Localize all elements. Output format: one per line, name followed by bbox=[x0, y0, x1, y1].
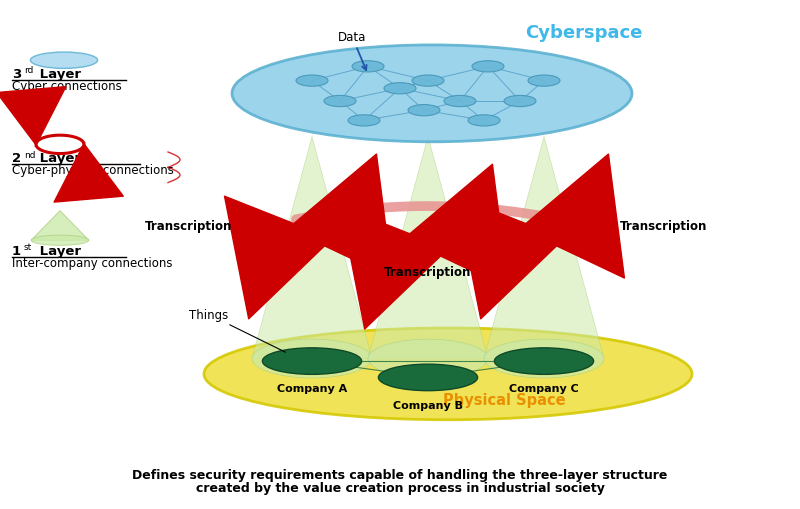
Text: Cyberspace: Cyberspace bbox=[526, 24, 642, 42]
Text: Inter-company connections: Inter-company connections bbox=[12, 257, 173, 270]
Text: created by the value creation process in industrial society: created by the value creation process in… bbox=[195, 481, 605, 494]
Text: Layer: Layer bbox=[35, 244, 82, 258]
Polygon shape bbox=[252, 137, 372, 359]
Text: Transcription: Transcription bbox=[145, 220, 232, 233]
Text: 1: 1 bbox=[12, 244, 21, 258]
Text: Data: Data bbox=[338, 31, 366, 71]
Ellipse shape bbox=[468, 116, 500, 127]
Ellipse shape bbox=[30, 53, 98, 69]
Polygon shape bbox=[484, 137, 604, 359]
Text: Physical Space: Physical Space bbox=[442, 392, 566, 407]
Ellipse shape bbox=[384, 83, 416, 95]
Ellipse shape bbox=[31, 236, 89, 246]
Ellipse shape bbox=[378, 364, 478, 391]
Text: Company B: Company B bbox=[393, 401, 463, 411]
Text: Layer: Layer bbox=[35, 152, 82, 165]
Ellipse shape bbox=[262, 348, 362, 375]
Text: Cyber connections: Cyber connections bbox=[12, 79, 122, 93]
Polygon shape bbox=[368, 137, 488, 359]
Ellipse shape bbox=[444, 96, 476, 107]
Text: Transcription: Transcription bbox=[620, 220, 707, 233]
Text: Defines security requirements capable of handling the three-layer structure: Defines security requirements capable of… bbox=[132, 468, 668, 481]
Ellipse shape bbox=[252, 340, 372, 378]
Ellipse shape bbox=[324, 96, 356, 107]
Ellipse shape bbox=[494, 348, 594, 375]
Ellipse shape bbox=[484, 340, 604, 378]
Ellipse shape bbox=[204, 328, 692, 420]
Text: 2: 2 bbox=[12, 152, 21, 165]
Ellipse shape bbox=[408, 105, 440, 117]
Text: Company C: Company C bbox=[509, 383, 579, 393]
Ellipse shape bbox=[528, 76, 560, 87]
Ellipse shape bbox=[368, 340, 488, 378]
Ellipse shape bbox=[412, 76, 444, 87]
Ellipse shape bbox=[352, 62, 384, 73]
Text: Cyber-physical connections: Cyber-physical connections bbox=[12, 164, 174, 177]
Ellipse shape bbox=[504, 96, 536, 107]
Text: Layer: Layer bbox=[35, 67, 82, 80]
Text: nd: nd bbox=[24, 150, 35, 159]
Polygon shape bbox=[31, 211, 89, 241]
Ellipse shape bbox=[348, 116, 380, 127]
Text: 3: 3 bbox=[12, 67, 22, 80]
Text: Things: Things bbox=[189, 308, 286, 353]
Text: Transcription: Transcription bbox=[384, 266, 472, 279]
Ellipse shape bbox=[232, 46, 632, 143]
Text: rd: rd bbox=[24, 66, 34, 75]
Ellipse shape bbox=[472, 62, 504, 73]
Text: st: st bbox=[24, 243, 32, 252]
Ellipse shape bbox=[296, 76, 328, 87]
Text: Company A: Company A bbox=[277, 383, 347, 393]
